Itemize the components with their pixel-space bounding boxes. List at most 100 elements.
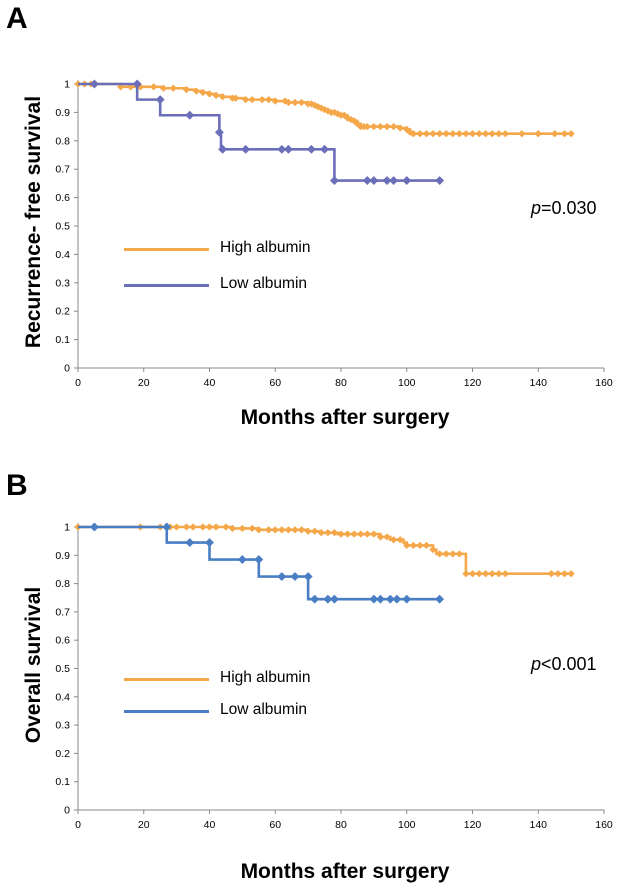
censor-marker-low-albumin xyxy=(329,176,339,186)
p-value-annotation: p<0.001 xyxy=(531,654,597,675)
censor-marker-high-albumin xyxy=(264,526,273,534)
x-tick-label: 20 xyxy=(138,819,150,831)
censor-marker-high-albumin xyxy=(271,97,280,105)
censor-marker-high-albumin xyxy=(324,528,332,537)
y-tick-label: 1 xyxy=(64,79,70,91)
y-tick-label: 0.9 xyxy=(55,107,70,119)
censor-marker-high-albumin xyxy=(291,526,299,534)
censor-marker-high-albumin xyxy=(199,88,207,97)
censor-marker-low-albumin xyxy=(392,594,402,604)
y-tick-label: 0.5 xyxy=(55,221,70,233)
x-tick-label: 40 xyxy=(204,377,216,389)
x-axis-label: Months after surgery xyxy=(240,860,450,883)
x-tick-label: 140 xyxy=(529,377,547,389)
y-axis-label: Recurrence- free survival xyxy=(22,95,45,349)
censor-marker-low-albumin xyxy=(218,144,228,154)
censor-marker-high-albumin xyxy=(488,129,496,138)
x-tick-label: 0 xyxy=(75,377,81,389)
x-tick-label: 80 xyxy=(335,819,347,831)
censor-marker-high-albumin xyxy=(370,122,378,131)
p-symbol: p xyxy=(531,654,542,674)
x-tick-label: 120 xyxy=(464,377,482,389)
panel-b: B 0 0.1 0.2 0.3 0.4 0.5 0.6 0.7 0.8 0.9 1 0 20 40 60 80… xyxy=(0,445,625,891)
censor-marker-high-albumin xyxy=(518,129,526,138)
censor-marker-high-albumin xyxy=(455,550,464,558)
censor-marker-high-albumin xyxy=(554,569,562,578)
censor-marker-high-albumin xyxy=(169,84,178,93)
censor-marker-high-albumin xyxy=(350,530,358,538)
censor-marker-high-albumin xyxy=(550,129,559,138)
censor-marker-high-albumin xyxy=(182,523,191,531)
censor-marker-low-albumin xyxy=(323,594,333,604)
x-tick-label: 0 xyxy=(75,819,81,831)
censor-marker-high-albumin xyxy=(212,91,220,100)
y-tick-label: 0.7 xyxy=(55,606,70,618)
x-tick-label: 20 xyxy=(138,377,150,389)
censor-marker-high-albumin xyxy=(310,527,319,535)
y-axis-label: Overall survival xyxy=(22,586,45,744)
y-tick-label: 0.3 xyxy=(55,720,70,732)
censor-marker-high-albumin xyxy=(343,530,352,538)
censor-marker-low-albumin xyxy=(385,594,395,604)
censor-marker-high-albumin xyxy=(337,530,345,538)
censor-marker-high-albumin xyxy=(363,530,372,538)
censor-marker-low-albumin xyxy=(290,571,300,582)
x-tick-label: 40 xyxy=(204,819,216,831)
censor-marker-high-albumin xyxy=(396,124,404,132)
censor-marker-high-albumin xyxy=(422,541,431,550)
x-tick-label: 60 xyxy=(269,377,281,389)
y-tick-label: 0.4 xyxy=(55,691,70,703)
censor-marker-high-albumin xyxy=(376,122,385,131)
censor-marker-high-albumin xyxy=(383,533,391,541)
censor-marker-low-albumin xyxy=(162,522,172,532)
censor-marker-high-albumin xyxy=(389,535,398,544)
y-tick-label: 0.7 xyxy=(55,164,70,176)
censor-marker-high-albumin xyxy=(284,526,293,534)
p-value-annotation: p=0.030 xyxy=(531,198,597,219)
y-tick-label: 0.2 xyxy=(55,748,70,760)
censor-marker-high-albumin xyxy=(291,98,299,107)
chart-b-svg: 0 0.1 0.2 0.3 0.4 0.5 0.6 0.7 0.8 0.9 1 0 20 40 60 80 10… xyxy=(55,522,613,832)
censor-marker-high-albumin xyxy=(205,523,214,531)
y-tick-label: 0.6 xyxy=(55,192,70,204)
censor-marker-low-albumin xyxy=(402,176,412,186)
series-line-high-albumin xyxy=(78,525,572,575)
censor-marker-high-albumin xyxy=(422,129,431,138)
censor-marker-high-albumin xyxy=(212,523,220,531)
censor-marker-high-albumin xyxy=(488,569,496,578)
legend-label-high-albumin: High albumin xyxy=(220,669,311,686)
censor-marker-high-albumin xyxy=(192,87,201,95)
censor-marker-high-albumin xyxy=(567,129,575,138)
x-tick-label: 100 xyxy=(398,377,416,389)
censor-marker-low-albumin xyxy=(155,95,165,105)
censor-marker-high-albumin xyxy=(241,95,250,104)
legend-label-high-albumin: High albumin xyxy=(220,239,311,256)
censor-marker-high-albumin xyxy=(149,83,158,91)
censor-marker-high-albumin xyxy=(449,129,457,138)
censor-marker-high-albumin xyxy=(317,528,326,537)
censor-marker-low-albumin xyxy=(303,571,313,582)
censor-marker-low-albumin xyxy=(320,144,330,154)
censor-marker-high-albumin xyxy=(475,129,483,138)
x-tick-label: 140 xyxy=(529,819,547,831)
censor-marker-low-albumin xyxy=(214,127,224,137)
censor-marker-low-albumin xyxy=(132,79,142,89)
censor-marker-high-albumin xyxy=(356,530,365,538)
censor-marker-high-albumin xyxy=(389,122,398,131)
y-tick-label: 0 xyxy=(64,363,70,375)
censor-marker-high-albumin xyxy=(383,122,391,131)
censor-marker-high-albumin xyxy=(534,129,543,138)
censor-marker-high-albumin xyxy=(255,526,263,534)
censor-marker-high-albumin xyxy=(481,569,490,578)
censor-marker-low-albumin xyxy=(369,594,379,604)
censor-marker-high-albumin xyxy=(481,129,490,138)
x-axis-label: Months after surgery xyxy=(240,406,450,429)
censor-marker-high-albumin xyxy=(304,527,312,535)
censor-marker-high-albumin xyxy=(416,541,424,550)
censor-marker-high-albumin xyxy=(258,95,266,104)
censor-marker-high-albumin xyxy=(495,129,503,138)
censor-marker-high-albumin xyxy=(402,541,411,550)
censor-marker-high-albumin xyxy=(199,523,207,531)
panel-a: A 0 0.1 0.2 0.3 0.4 0.5 0.6 0.7 0.8 0.9 1 0 20 40 60 80… xyxy=(0,0,625,445)
censor-marker-high-albumin xyxy=(501,129,510,138)
